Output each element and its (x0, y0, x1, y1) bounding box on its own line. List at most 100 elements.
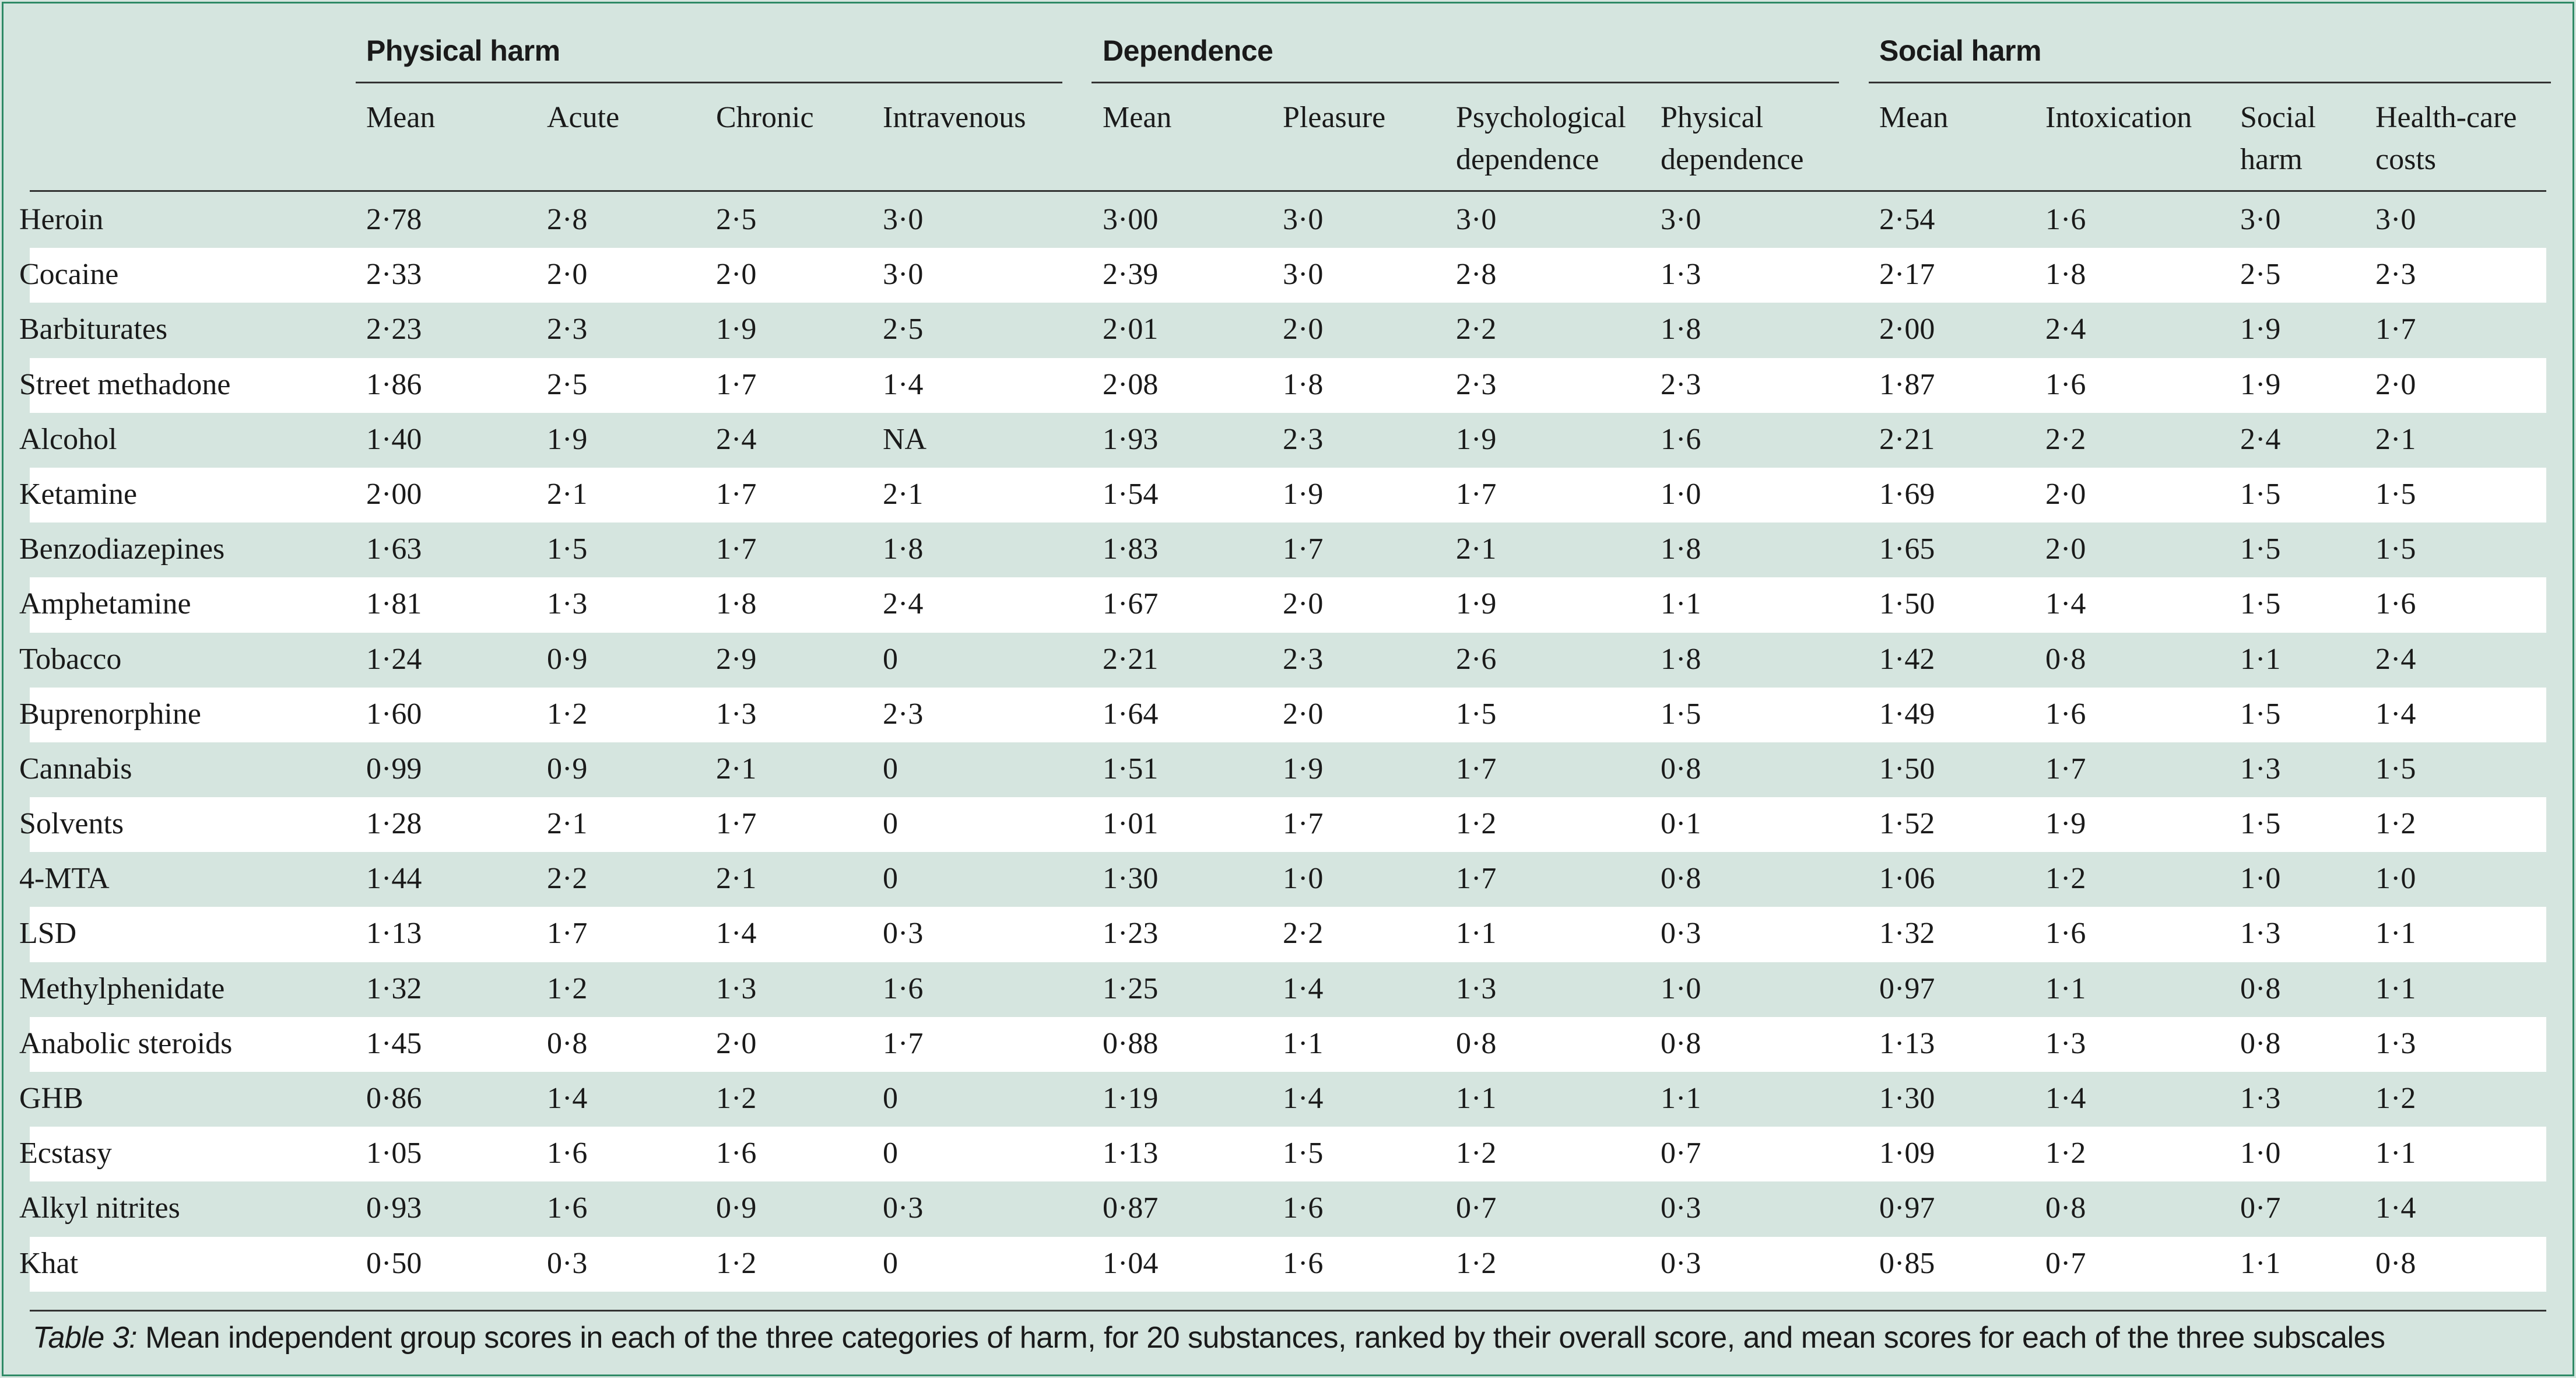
subheader-line: Mean (1879, 101, 1949, 134)
header-rule (30, 190, 2546, 192)
table-cell: 0 (883, 1082, 898, 1115)
row-label: Anabolic steroids (19, 1026, 233, 1060)
table-cell: 1·04 (1103, 1246, 1159, 1280)
table-cell: 1·60 (366, 697, 422, 731)
table-cell: 1·4 (547, 1082, 588, 1115)
table-cell: 0 (883, 807, 898, 841)
table-cell: 0·7 (2240, 1191, 2281, 1225)
table-cell: 2·4 (883, 587, 924, 621)
table-row: 4-MTA 1·44 2·2 2·1 0 1·30 1·0 1·7 0·8 1·06 1·2 1·0 1… (19, 852, 2546, 907)
table-cell: 1·1 (2375, 917, 2416, 951)
table-row: Amphetamine 1·81 1·3 1·8 2·4 1·67 2·0 1·9 1·1 1·5… (19, 577, 2546, 633)
table-cell: 0·8 (2240, 1026, 2281, 1060)
row-label: Alcohol (19, 422, 117, 456)
table-row: Benzodiazepines 1·63 1·5 1·7 1·8 1·83 1·7 2·1 1·… (19, 523, 2546, 577)
table-cell: 2·0 (2045, 477, 2086, 511)
table-cell: 1·8 (716, 587, 757, 621)
row-label: Benzodiazepines (19, 532, 225, 566)
table-cell: 1·6 (2045, 917, 2086, 951)
table-cell: 2·5 (716, 203, 757, 236)
table-cell: 1·6 (2045, 367, 2086, 401)
table-cell: 1·6 (547, 1137, 588, 1170)
table-cell: 1·81 (366, 587, 422, 621)
subheader-2: Acute (547, 97, 619, 139)
table-cell: 1·8 (1661, 642, 1701, 676)
table-cell: 1·09 (1879, 1137, 1935, 1170)
table-cell: 2·2 (547, 862, 588, 896)
table-cell: 0 (883, 862, 898, 896)
table-cell: 2·0 (1283, 313, 1324, 346)
table-cell: 1·3 (716, 972, 757, 1005)
table-cell: 0·1 (1661, 807, 1701, 841)
table-cell: 1·1 (1283, 1026, 1324, 1060)
subheader-4: Intravenous (883, 97, 1026, 139)
table-cell: 2·9 (716, 642, 757, 676)
bottom-rule (30, 1310, 2546, 1312)
table-cell: 2·1 (716, 752, 757, 786)
table-cell: 0·9 (547, 642, 588, 676)
table-cell: 1·6 (2375, 587, 2416, 621)
row-label: Cannabis (19, 752, 132, 786)
group-dependence: Dependence (1103, 34, 1273, 67)
subheader-12: Health-care costs (2375, 97, 2517, 181)
table-cell: 1·9 (2240, 367, 2281, 401)
table-cell: 0·3 (883, 1191, 924, 1225)
table-cell: 2·21 (1879, 422, 1935, 456)
table-caption: Table 3: Mean independent group scores i… (33, 1320, 2385, 1355)
table-cell: 0·85 (1879, 1246, 1935, 1280)
table-cell: 1·13 (1103, 1137, 1159, 1170)
table-cell: 2·1 (1456, 532, 1497, 566)
table-row: Ketamine 2·00 2·1 1·7 2·1 1·54 1·9 1·7 1·0 1·69 2·… (19, 467, 2546, 523)
table-cell: 1·9 (2240, 313, 2281, 346)
table-cell: 2·1 (547, 477, 588, 511)
group-physical-harm: Physical harm (366, 34, 560, 67)
table-cell: 1·7 (716, 477, 757, 511)
table-cell: 2·1 (883, 477, 924, 511)
table-cell: 1·2 (2045, 1137, 2086, 1170)
subheader-9: Mean (1879, 97, 1948, 139)
table-cell: 1·32 (1879, 917, 1935, 951)
table-cell: 1·7 (716, 367, 757, 401)
table-cell: 1·06 (1879, 862, 1935, 896)
row-label: Buprenorphine (19, 697, 201, 731)
subheader-line: Health-care (2375, 101, 2517, 134)
table-cell: 1·83 (1103, 532, 1159, 566)
table-row: Ecstasy 1·05 1·6 1·6 0 1·13 1·5 1·2 0·7 1·09 1·2 1·… (19, 1127, 2546, 1182)
table-cell: 1·13 (366, 917, 422, 951)
table-cell: 1·3 (1661, 258, 1701, 292)
table-cell: 1·1 (1456, 917, 1497, 951)
table-cell: 2·01 (1103, 313, 1159, 346)
table-cell: 2·2 (1283, 917, 1324, 951)
table-cell: 1·6 (547, 1191, 588, 1225)
table-row: Buprenorphine 1·60 1·2 1·3 2·3 1·64 2·0 1·5 1·5 1… (19, 687, 2546, 742)
table-cell: 1·6 (1661, 422, 1701, 456)
table-cell: 1·2 (716, 1082, 757, 1115)
table-cell: 1·0 (1661, 972, 1701, 1005)
table-cell: 2·00 (366, 477, 422, 511)
table-cell: 2·0 (1283, 697, 1324, 731)
table-cell: 1·9 (716, 313, 757, 346)
table-cell: 1·2 (1456, 1137, 1497, 1170)
table-cell: 2·6 (1456, 642, 1497, 676)
table-cell: 2·1 (2375, 422, 2416, 456)
table-cell: 1·2 (547, 697, 588, 731)
table-cell: 1·28 (366, 807, 422, 841)
row-label: Barbiturates (19, 313, 168, 346)
subheader-line: Psychological (1456, 101, 1626, 134)
subheader-8: Physical dependence (1661, 97, 1803, 181)
table-cell: 1·5 (2375, 477, 2416, 511)
table-cell: 3·0 (2240, 203, 2281, 236)
table-cell: 1·8 (1283, 367, 1324, 401)
table-cell: 1·01 (1103, 807, 1159, 841)
table-cell: 2·0 (1283, 587, 1324, 621)
table-row: Street methadone 1·86 2·5 1·7 1·4 2·08 1·8 2·3 2… (19, 357, 2546, 413)
table-cell: 0·8 (547, 1026, 588, 1060)
table-cell: 1·9 (2045, 807, 2086, 841)
table-cell: 1·0 (2240, 862, 2281, 896)
table-cell: 0·8 (1456, 1026, 1497, 1060)
table-cell: 1·2 (1456, 1246, 1497, 1280)
subheader-3: Chronic (716, 97, 814, 139)
table-row: Solvents 1·28 2·1 1·7 0 1·01 1·7 1·2 0·1 1·52 1·9 1… (19, 797, 2546, 853)
table-cell: 0·3 (1661, 917, 1701, 951)
table-cell: 1·2 (2375, 807, 2416, 841)
